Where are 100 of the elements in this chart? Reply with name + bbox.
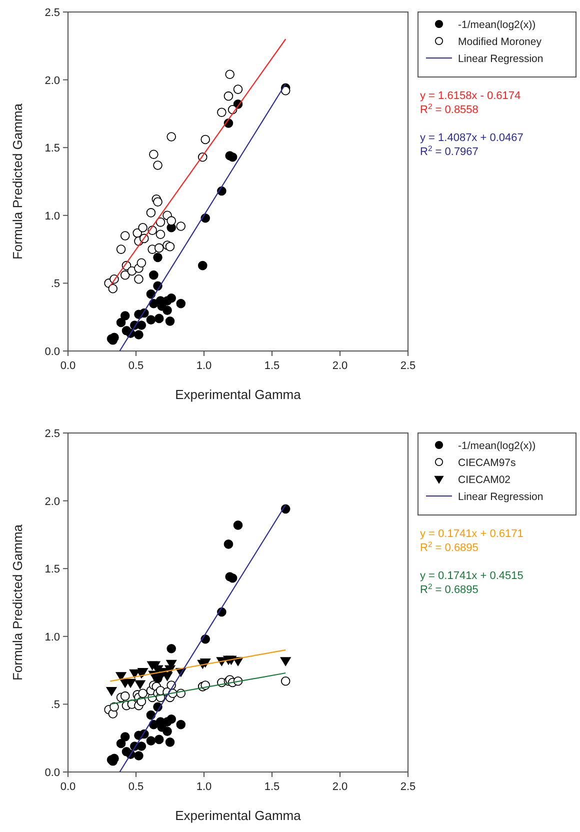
point <box>176 720 186 730</box>
point <box>153 252 162 262</box>
text: y = 0.1741x + 0.4515 <box>420 570 524 582</box>
x-tick-label: 1.0 <box>196 781 212 793</box>
point <box>153 197 162 206</box>
text: R$^{2}$ = 0.8558 <box>420 102 478 116</box>
point <box>224 91 234 101</box>
point <box>116 672 126 682</box>
point <box>154 734 164 744</box>
point <box>134 751 144 760</box>
point <box>166 644 176 654</box>
point <box>217 108 226 117</box>
legend-label: CIECAM02 <box>458 474 511 486</box>
y-tick-label: .5 <box>50 699 60 712</box>
point <box>228 152 238 162</box>
point <box>280 676 290 686</box>
x-axis-title: Experimental Gamma <box>175 387 302 402</box>
point <box>228 573 238 583</box>
point <box>120 691 130 701</box>
point <box>166 216 176 226</box>
point <box>165 242 175 252</box>
x-tick-label: 1.5 <box>264 360 280 372</box>
y-tick-label: 2.0 <box>44 74 60 87</box>
point <box>156 218 166 227</box>
point <box>280 657 291 666</box>
point <box>149 150 158 160</box>
x-tick-label: 2.5 <box>400 781 416 793</box>
y-tick-label: 1.5 <box>44 564 60 576</box>
point <box>156 230 166 240</box>
point <box>233 84 243 94</box>
point <box>134 330 144 340</box>
x-tick-label: 2.0 <box>332 360 348 372</box>
point <box>116 738 126 748</box>
point <box>120 231 130 240</box>
point <box>134 680 146 690</box>
y-tick-label: 1.0 <box>44 631 60 644</box>
x-tick-label: 2.5 <box>400 360 416 372</box>
legend-label: CIECAM97s <box>458 457 516 469</box>
y-tick-label: 1.0 <box>44 210 60 222</box>
point <box>162 726 172 736</box>
point <box>165 316 175 326</box>
text: y = 1.4087x + 0.0467 <box>420 132 524 144</box>
legend-label: -1/mean(log2(x)) <box>458 440 536 452</box>
point <box>146 315 156 324</box>
x-axis-title: Experimental Gamma <box>175 808 302 823</box>
point <box>225 70 234 80</box>
point <box>166 714 176 724</box>
point <box>154 314 164 324</box>
legend-label: -1/mean(log2(x)) <box>458 19 536 31</box>
y-tick-label: 2.5 <box>44 428 60 440</box>
text: y = 1.6158x - 0.6174 <box>420 90 521 102</box>
y-axis-title: Formula Predicted Gamma <box>10 524 25 681</box>
point <box>136 258 146 268</box>
text: y = 0.1741x + 0.6171 <box>420 528 524 540</box>
point <box>146 208 156 218</box>
point <box>165 738 175 747</box>
x-tick-label: 1.5 <box>264 781 280 793</box>
point <box>120 311 130 320</box>
point <box>120 732 130 742</box>
point <box>176 298 186 308</box>
point <box>134 274 144 284</box>
point <box>154 243 164 253</box>
point <box>146 736 156 746</box>
y-tick-label: 0.0 <box>44 767 60 779</box>
y-tick-label: 2.5 <box>44 7 60 19</box>
point <box>136 742 146 751</box>
x-tick-label: 1.0 <box>196 360 212 372</box>
legend-label: Modified Moroney <box>458 36 542 48</box>
text: R$^{2}$ = 0.7967 <box>420 144 478 158</box>
point <box>138 222 148 232</box>
y-tick-label: .5 <box>50 278 60 290</box>
point <box>116 244 126 254</box>
point <box>116 318 126 328</box>
text: R$^{2}$ = 0.6895 <box>420 540 478 554</box>
point <box>200 658 211 668</box>
point <box>136 320 146 330</box>
x-tick-label: 0.0 <box>60 360 76 372</box>
point <box>166 132 176 142</box>
text: R$^{2}$ = 0.6895 <box>420 582 478 596</box>
y-tick-label: 0.0 <box>44 346 60 358</box>
point <box>149 270 158 280</box>
point <box>200 134 210 144</box>
point <box>106 686 117 696</box>
point <box>125 678 136 688</box>
point <box>224 540 234 549</box>
y-tick-label: 1.5 <box>44 142 60 155</box>
point <box>233 520 243 530</box>
point <box>120 270 130 280</box>
point <box>138 688 148 698</box>
point <box>108 284 118 294</box>
point <box>162 306 172 315</box>
point <box>166 293 176 303</box>
legend-label: Linear Regression <box>458 53 544 65</box>
legend-label: Linear Regression <box>458 491 544 503</box>
point <box>153 160 162 170</box>
x-tick-label: 2.0 <box>332 781 348 793</box>
x-tick-label: 0.0 <box>60 781 76 793</box>
y-axis-title: Formula Predicted Gamma <box>10 102 25 260</box>
point <box>198 260 208 270</box>
y-tick-label: 2.0 <box>44 496 60 508</box>
